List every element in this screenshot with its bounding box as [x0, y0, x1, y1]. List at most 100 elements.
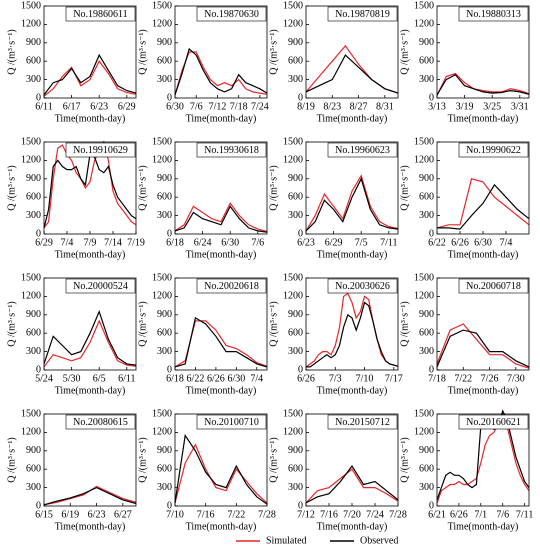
y-tick-label: 600 — [288, 55, 303, 66]
panel-title: No.19880313 — [466, 9, 521, 20]
x-tick-label: 6/30 — [227, 373, 245, 384]
data-line — [43, 310, 137, 366]
y-tick-label: 300 — [157, 74, 172, 85]
y-tick-label: 900 — [157, 309, 172, 320]
x-tick-label: 7/6 — [190, 101, 203, 112]
x-tick-label: 6/27 — [114, 509, 132, 520]
data-line — [43, 53, 137, 96]
y-tick-label: 0 — [298, 364, 303, 375]
y-tick-label: 600 — [157, 191, 172, 202]
x-tick-label: 6/24 — [194, 237, 212, 248]
y-tick-label: 1200 — [283, 291, 303, 302]
y-tick-label: 0 — [167, 500, 172, 511]
x-tick-label: 6/18 — [166, 237, 184, 248]
data-line — [436, 72, 530, 96]
data-line — [174, 443, 268, 504]
panel-title: No.19990622 — [466, 145, 521, 156]
x-tick-label: 6/26 — [297, 373, 315, 384]
y-tick-label: 600 — [288, 463, 303, 474]
title-box — [458, 414, 529, 430]
y-tick-label: 1500 — [414, 408, 434, 419]
y-tick-label: 1200 — [283, 427, 303, 438]
x-tick-label: 7/26 — [481, 373, 499, 384]
x-tick-label: 7/6 — [251, 237, 264, 248]
y-tick-label: 1200 — [283, 19, 303, 30]
y-tick-label: 0 — [429, 500, 434, 511]
y-tick-label: 300 — [288, 346, 303, 357]
y-tick-label: 1500 — [283, 136, 303, 147]
data-line — [174, 316, 268, 368]
x-tick-label: 7/18 — [230, 101, 248, 112]
y-tick-label: 900 — [288, 309, 303, 320]
x-axis-label: Time(month-day) — [317, 521, 388, 532]
y-tick-label: 1500 — [283, 272, 303, 283]
x-tick-label: 7/18 — [428, 373, 446, 384]
x-tick-label: 7/22 — [454, 373, 472, 384]
data-line — [305, 292, 399, 368]
y-tick-label: 1500 — [414, 0, 434, 11]
x-tick-label: 6/22 — [187, 373, 205, 384]
x-tick-label: 7/28 — [258, 509, 276, 520]
y-tick-label: 1500 — [21, 408, 41, 419]
x-tick-label: 6/26 — [450, 509, 468, 520]
y-tick-label: 1500 — [283, 0, 303, 11]
panel-title: No.20000524 — [73, 281, 128, 292]
x-tick-label: 7/4 — [250, 373, 263, 384]
y-tick-label: 0 — [36, 364, 41, 375]
title-box — [327, 414, 398, 430]
y-tick-label: 300 — [157, 346, 172, 357]
y-tick-label: 1500 — [152, 272, 172, 283]
y-tick-label: 900 — [288, 173, 303, 184]
x-axis-label: Time(month-day) — [317, 385, 388, 396]
y-tick-label: 0 — [36, 500, 41, 511]
y-tick-label: 900 — [26, 309, 41, 320]
y-axis-label: Q /(m³·s⁻¹) — [137, 165, 148, 210]
panel-title: No.19860611 — [73, 9, 127, 20]
x-tick-label: 6/22 — [428, 237, 446, 248]
data-line — [174, 47, 268, 96]
y-tick-label: 600 — [157, 55, 172, 66]
x-tick-label: 7/24 — [366, 509, 384, 520]
x-tick-label: 7/5 — [355, 237, 368, 248]
legend-label: Simulated — [266, 535, 307, 546]
y-tick-label: 0 — [298, 228, 303, 239]
x-tick-label: 7/9 — [84, 237, 97, 248]
panel-title: No.20160621 — [466, 417, 521, 428]
y-tick-label: 900 — [157, 173, 172, 184]
data-line — [305, 465, 399, 504]
y-tick-label: 600 — [26, 327, 41, 338]
y-tick-label: 1200 — [414, 19, 434, 30]
x-tick-label: 6/19 — [61, 509, 79, 520]
plot-frame — [436, 141, 530, 235]
plot-frame — [305, 277, 399, 371]
x-tick-label: 7/4 — [61, 237, 74, 248]
x-tick-label: 7/24 — [251, 101, 269, 112]
y-tick-label: 300 — [288, 482, 303, 493]
y-axis-label: Q /(m³·s⁻¹) — [399, 165, 410, 210]
x-tick-label: 7/12 — [209, 101, 227, 112]
data-line — [305, 174, 399, 232]
data-line — [43, 319, 137, 368]
x-tick-label: 3/25 — [483, 101, 501, 112]
x-tick-label: 8/27 — [350, 101, 368, 112]
panel-title: No.20150712 — [335, 417, 390, 428]
y-tick-label: 1200 — [152, 427, 172, 438]
x-tick-label: 6/18 — [166, 373, 184, 384]
x-tick-label: 6/17 — [63, 101, 81, 112]
y-tick-label: 1200 — [414, 155, 434, 166]
x-tick-label: 6/29 — [118, 101, 136, 112]
x-tick-label: 7/11 — [516, 509, 533, 520]
y-tick-label: 600 — [419, 55, 434, 66]
x-tick-label: 8/31 — [376, 101, 394, 112]
data-line — [174, 205, 268, 233]
x-tick-label: 6/30 — [221, 237, 239, 248]
data-line — [43, 60, 137, 97]
plot-frame — [305, 413, 399, 507]
y-axis-label: Q /(m³·s⁻¹) — [6, 437, 17, 482]
title-box — [65, 278, 136, 294]
panel-title: No.20080615 — [73, 417, 128, 428]
y-tick-label: 300 — [26, 482, 41, 493]
x-tick-label: 6/11 — [118, 373, 135, 384]
data-line — [43, 140, 137, 229]
panel-title: No.20030626 — [335, 281, 390, 292]
